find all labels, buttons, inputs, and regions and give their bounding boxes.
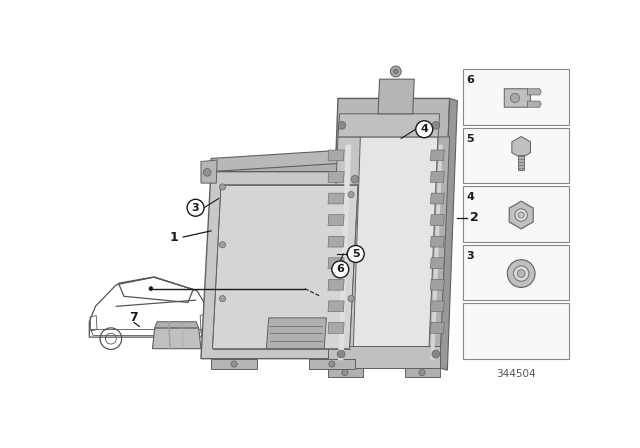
Polygon shape [431,150,444,161]
Polygon shape [431,172,444,182]
Circle shape [220,184,225,190]
Polygon shape [431,258,444,269]
Polygon shape [512,137,531,158]
Polygon shape [431,193,444,204]
Circle shape [416,121,433,138]
Circle shape [220,296,225,302]
Text: 344504: 344504 [496,370,536,379]
Circle shape [513,266,529,281]
Circle shape [515,209,527,221]
Polygon shape [431,215,444,225]
Polygon shape [328,172,344,182]
Polygon shape [328,368,363,377]
Circle shape [204,168,211,176]
Circle shape [390,66,401,77]
Circle shape [517,270,525,277]
Circle shape [346,251,353,257]
Polygon shape [378,79,414,114]
Polygon shape [155,322,198,328]
Text: 5: 5 [467,134,474,144]
FancyBboxPatch shape [463,245,569,300]
Text: 7: 7 [129,311,138,324]
Polygon shape [518,155,524,170]
Polygon shape [431,323,444,333]
Circle shape [338,121,346,129]
Circle shape [511,93,520,103]
Text: 3: 3 [467,251,474,261]
Circle shape [332,261,349,278]
Polygon shape [344,137,438,349]
Circle shape [508,260,535,288]
Circle shape [348,192,354,198]
Polygon shape [328,215,344,225]
Polygon shape [201,172,365,359]
Text: 4: 4 [467,192,474,202]
Polygon shape [266,318,326,349]
Circle shape [329,361,335,367]
Polygon shape [152,328,201,349]
Circle shape [220,241,225,248]
Polygon shape [328,150,344,161]
Text: 4: 4 [420,124,428,134]
Polygon shape [308,359,355,370]
FancyBboxPatch shape [463,69,569,125]
Text: 3: 3 [192,203,200,213]
Circle shape [432,121,440,129]
Polygon shape [431,280,444,290]
Polygon shape [201,160,217,183]
Text: 6: 6 [467,75,474,85]
Polygon shape [509,201,533,229]
Polygon shape [527,101,541,107]
Circle shape [348,246,364,263]
Text: 2: 2 [470,211,479,224]
Polygon shape [431,301,444,312]
Text: 1: 1 [170,231,179,244]
Polygon shape [328,258,344,269]
Circle shape [348,296,354,302]
Polygon shape [328,346,440,368]
Circle shape [149,287,153,291]
Polygon shape [328,193,344,204]
Circle shape [231,361,237,367]
Circle shape [432,350,440,358]
Circle shape [337,350,345,358]
Polygon shape [405,368,440,377]
Circle shape [394,69,398,74]
Polygon shape [328,137,360,368]
Polygon shape [328,99,450,368]
Polygon shape [328,280,344,290]
Circle shape [518,212,524,218]
Polygon shape [328,323,344,333]
Polygon shape [338,114,440,137]
Circle shape [187,199,204,216]
Polygon shape [212,185,358,349]
Circle shape [419,370,425,375]
Polygon shape [355,172,371,360]
Polygon shape [431,236,444,247]
Circle shape [342,370,348,375]
FancyBboxPatch shape [463,186,569,241]
FancyBboxPatch shape [463,128,569,183]
Circle shape [351,176,359,183]
Polygon shape [211,162,369,172]
Polygon shape [431,145,443,360]
Polygon shape [428,137,450,368]
Polygon shape [211,148,369,172]
Polygon shape [527,89,541,95]
Polygon shape [328,236,344,247]
Polygon shape [328,301,344,312]
Polygon shape [504,89,531,107]
Text: 6: 6 [337,264,344,274]
FancyBboxPatch shape [463,303,569,359]
Polygon shape [338,145,351,360]
Text: 5: 5 [352,249,360,259]
Polygon shape [440,99,458,370]
Polygon shape [211,359,257,370]
